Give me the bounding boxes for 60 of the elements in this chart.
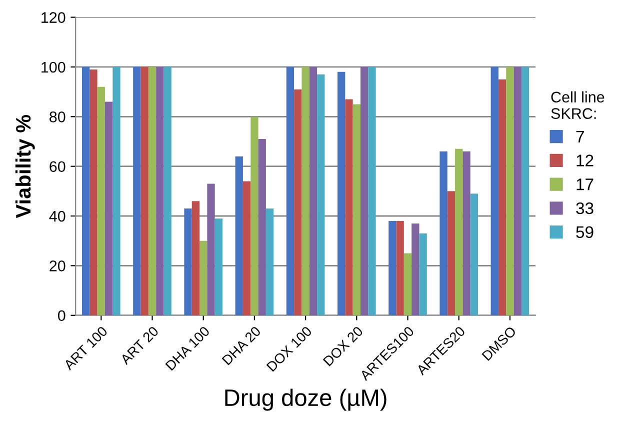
y-axis-title: Viability %	[15, 114, 35, 218]
bar	[490, 66, 498, 316]
bar	[294, 89, 302, 316]
bar	[140, 66, 148, 316]
y-tick-label: 120	[42, 12, 66, 23]
bar	[90, 69, 98, 316]
bar	[242, 181, 251, 316]
bar	[309, 66, 318, 316]
y-tick-label: 80	[50, 112, 66, 122]
legend-title: Cell line SKRC:	[551, 91, 604, 119]
bar	[258, 138, 266, 316]
bar	[447, 191, 456, 316]
bar	[360, 66, 368, 316]
bar	[462, 151, 470, 316]
bar	[455, 148, 463, 316]
legend-label: 59	[576, 226, 594, 238]
bar	[345, 99, 353, 316]
legend-label: 12	[576, 154, 594, 166]
bar	[156, 66, 164, 316]
y-tick-label: 60	[50, 161, 66, 172]
bar	[506, 66, 514, 316]
bar	[317, 74, 325, 316]
bar	[164, 66, 172, 316]
bar	[97, 86, 105, 316]
bar	[337, 72, 346, 316]
legend-label: 33	[576, 202, 594, 214]
y-tick-label: 40	[49, 210, 66, 222]
legend-label: 7	[576, 130, 584, 142]
bar	[112, 66, 120, 316]
bar	[148, 66, 156, 316]
bar	[470, 194, 478, 316]
bar	[396, 220, 404, 316]
bar	[368, 66, 376, 316]
bar	[498, 79, 506, 316]
bar	[412, 223, 420, 316]
bar	[207, 184, 215, 316]
legend-label: 17	[576, 178, 594, 190]
bar	[388, 220, 396, 316]
bar	[286, 66, 294, 316]
bar	[133, 66, 141, 316]
bar	[250, 116, 258, 316]
bar	[404, 253, 412, 316]
bar	[352, 104, 360, 316]
bar	[302, 66, 310, 316]
bar	[184, 208, 192, 316]
bar	[192, 201, 200, 316]
bar	[214, 218, 223, 316]
bar	[200, 240, 208, 316]
y-tick-label: 0	[58, 310, 66, 322]
y-tick-label: 100	[42, 62, 66, 73]
bar	[440, 151, 448, 316]
bar	[521, 66, 530, 316]
bar	[82, 66, 90, 316]
bar	[419, 233, 427, 316]
bar	[235, 156, 243, 316]
y-tick-label: 20	[50, 260, 66, 272]
bar	[266, 208, 274, 316]
x-axis-title: Drug doze (µM)	[225, 388, 386, 411]
bar	[104, 102, 113, 316]
bar	[514, 66, 522, 316]
